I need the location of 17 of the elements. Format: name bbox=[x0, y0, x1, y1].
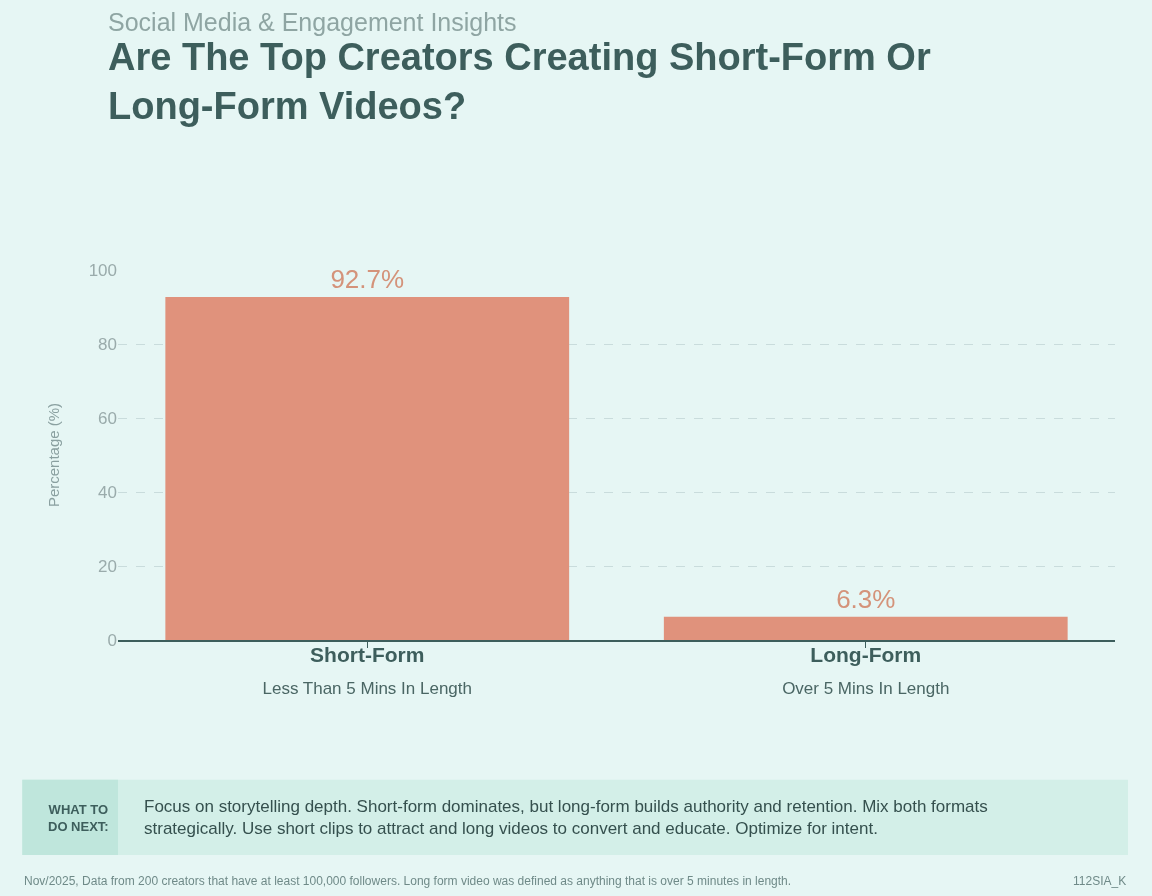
chart-subtitle: Social Media & Engagement Insights bbox=[108, 8, 517, 36]
y-tick-label: 40 bbox=[98, 482, 117, 502]
y-tick-label: 20 bbox=[98, 556, 117, 576]
y-tick-label: 100 bbox=[88, 260, 117, 280]
data-label: 6.3% bbox=[836, 583, 896, 614]
x-tick-label: Long-Form Over 5 Mins In Length bbox=[782, 643, 950, 698]
text: 112SIA_K bbox=[1073, 874, 1127, 888]
x-tick-label: Short-Form Less Than 5 Mins In Length bbox=[262, 643, 472, 698]
text: WHAT TO DO NEXT: bbox=[48, 802, 109, 834]
y-tick-label: 0 bbox=[107, 630, 117, 650]
y-axis-title: Percentage (%) bbox=[44, 402, 62, 508]
y-tick-label: 80 bbox=[98, 334, 117, 354]
y-tick-label: 60 bbox=[98, 408, 117, 428]
data-label: 92.7% bbox=[330, 264, 405, 295]
chart-title: Are The Top Creators Creating Short-Form Or Long-Form Videos? bbox=[108, 36, 931, 128]
text: Nov/2025, Data from 200 creators that have at least 100,000 followers. Long form video was defined as anything that is over 5 minutes in length. bbox=[24, 874, 792, 888]
text: Focus on storytelling depth. Short-form dominates, but long-form builds authority and retention. Mix both formats strategically. Use short clips to attract and long videos to convert and educate. Optimize for intent. bbox=[144, 797, 988, 839]
